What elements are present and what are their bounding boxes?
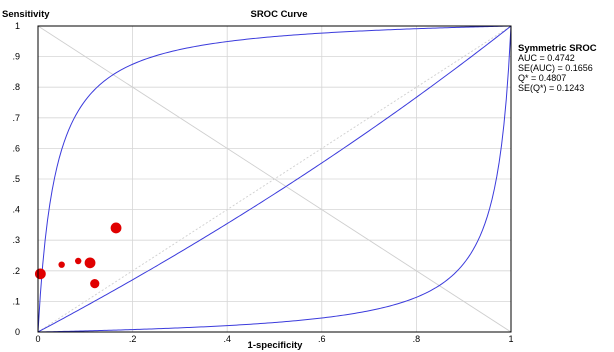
study-point — [75, 257, 82, 265]
x-tick-labels: 0 .2 .4 .6 .8 1 — [35, 334, 513, 344]
y-tick-label: .1 — [12, 296, 20, 306]
legend-auc: AUC = 0.4742 — [518, 53, 575, 63]
lower-band-curve — [37, 25, 512, 333]
x-tick-label: .8 — [413, 334, 421, 344]
x-axis-label: 1-specificity — [248, 340, 304, 351]
legend: Symmetric SROC AUC = 0.4742 SE(AUC) = 0.… — [518, 43, 597, 93]
x-tick-label: .4 — [223, 334, 231, 344]
y-tick-label: .6 — [12, 143, 20, 153]
y-tick-label: 1 — [15, 21, 20, 31]
plot-frame — [37, 25, 512, 333]
q-star-line — [37, 25, 512, 333]
study-point — [90, 279, 100, 289]
study-point — [58, 261, 65, 268]
x-tick-label: .2 — [129, 334, 137, 344]
study-point — [110, 222, 122, 234]
upper-band-curve — [37, 25, 512, 333]
x-tick-label: 0 — [35, 334, 40, 344]
study-points — [34, 222, 122, 289]
y-tick-label: .7 — [12, 113, 20, 123]
y-tick-label: .3 — [12, 235, 20, 245]
y-tick-label: .5 — [12, 174, 20, 184]
x-tick-label: .6 — [318, 334, 326, 344]
y-tick-label: .2 — [12, 266, 20, 276]
reference-lines — [37, 25, 512, 333]
legend-se-auc: SE(AUC) = 0.1656 — [518, 63, 593, 73]
y-tick-label: .9 — [12, 52, 20, 62]
sroc-curve — [37, 25, 512, 333]
sroc-curves — [37, 25, 512, 333]
y-tick-label: .4 — [12, 205, 20, 215]
y-axis-label: Sensitivity — [2, 9, 50, 20]
x-tick-label: 1 — [508, 334, 513, 344]
chart-title: SROC Curve — [250, 9, 307, 20]
y-tick-label: .8 — [12, 82, 20, 92]
study-point — [84, 257, 96, 269]
legend-se-q-star: SE(Q*) = 0.1243 — [518, 83, 584, 93]
study-point — [34, 268, 46, 280]
y-tick-labels: 0 .1 .2 .3 .4 .5 .6 .7 .8 .9 1 — [12, 21, 20, 337]
y-tick-label: 0 — [15, 327, 20, 337]
legend-q-star: Q* = 0.4807 — [518, 73, 566, 83]
legend-title: Symmetric SROC — [518, 43, 597, 54]
